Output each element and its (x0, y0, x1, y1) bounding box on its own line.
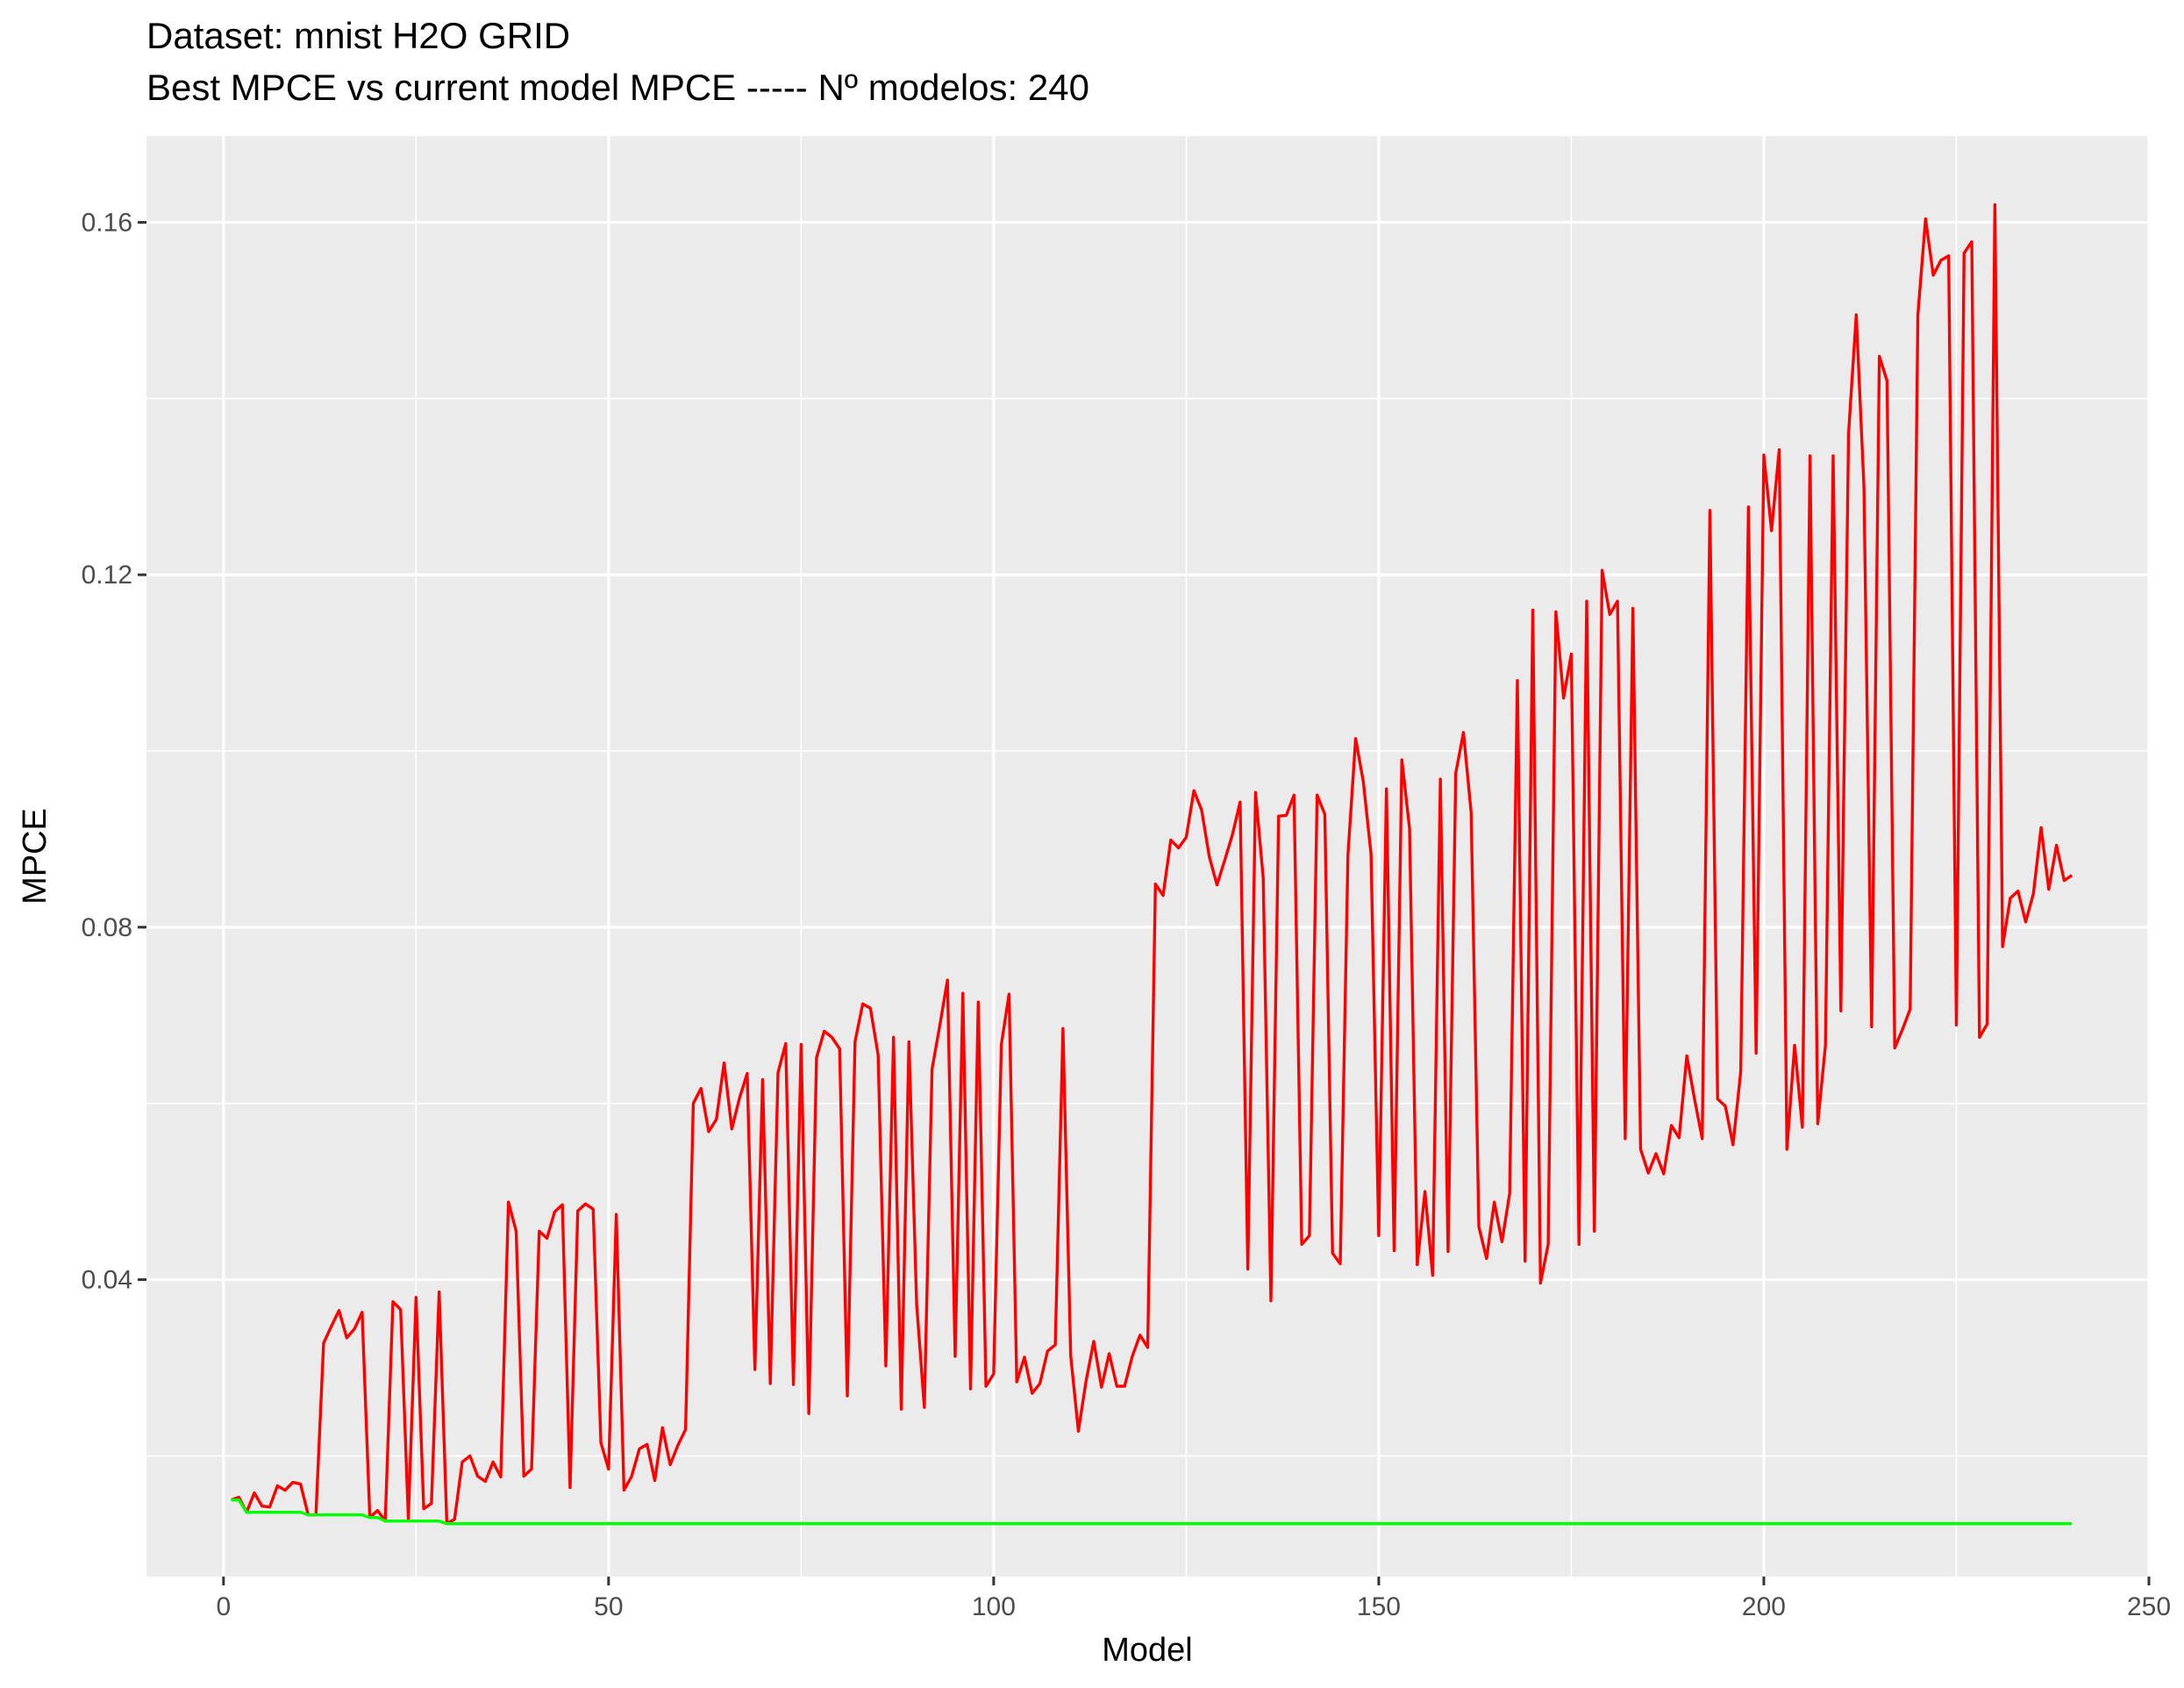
y-tick-label: 0.04 (82, 1266, 132, 1295)
current-model-mpce-line (231, 203, 2073, 1526)
x-axis: 0 50 100 150 200 250 (216, 1577, 2171, 1621)
best-mpce-line (231, 1498, 2073, 1526)
y-axis: 0.04 0.08 0.12 0.16 (82, 208, 146, 1295)
x-tick-label: 250 (2127, 1592, 2171, 1621)
chart-subtitle: Best MPCE vs current model MPCE ----- Nº… (146, 67, 1089, 108)
series-layer (231, 203, 2073, 1526)
x-tick-label: 50 (594, 1592, 623, 1621)
y-tick-label: 0.08 (82, 913, 132, 942)
x-tick-label: 100 (972, 1592, 1016, 1621)
plot-panel (146, 136, 2149, 1577)
y-tick-label: 0.16 (82, 208, 132, 237)
x-tick-label: 150 (1357, 1592, 1401, 1621)
y-axis-title: MPCE (17, 808, 54, 905)
x-tick-label: 0 (216, 1592, 231, 1621)
grid-minor (146, 136, 2149, 1577)
x-tick-label: 200 (1742, 1592, 1786, 1621)
grid-major (146, 136, 2151, 1577)
x-axis-title: Model (1102, 1632, 1193, 1669)
chart-title: Dataset: mnist H2O GRID (146, 15, 570, 56)
y-tick-label: 0.12 (82, 561, 132, 590)
